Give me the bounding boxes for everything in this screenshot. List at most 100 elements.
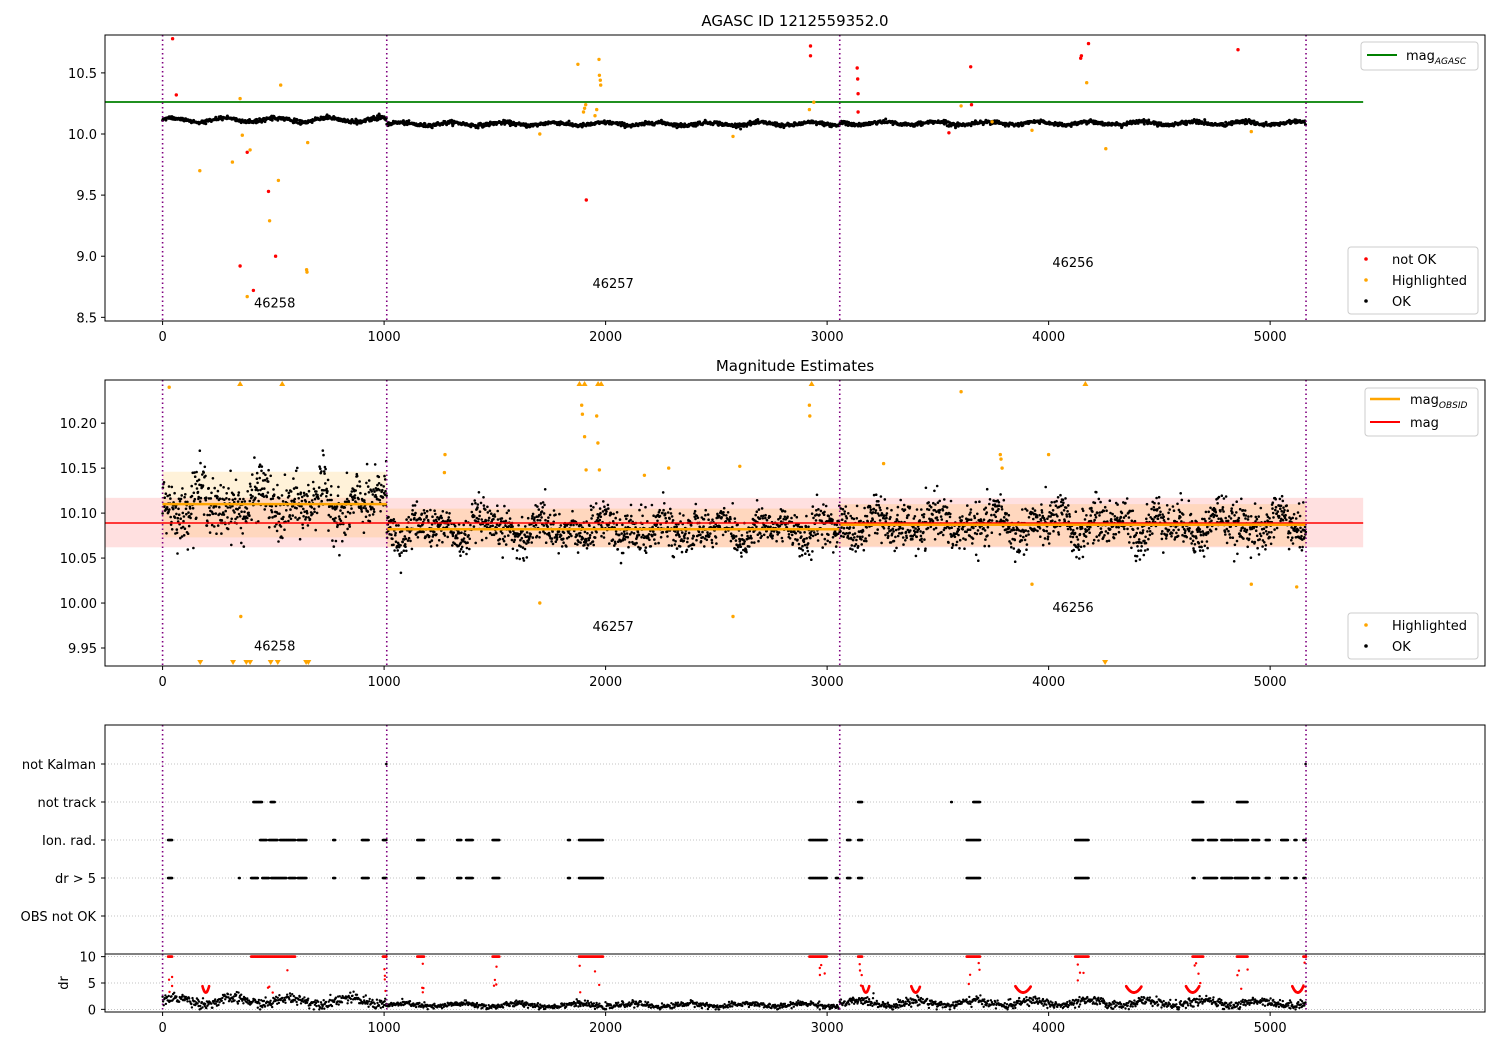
ok-point [973, 516, 977, 520]
ok-point [871, 511, 875, 514]
ok-point [1152, 518, 1155, 521]
ok-point [889, 515, 892, 519]
ok-point [268, 526, 271, 529]
ok-point [299, 511, 303, 515]
ok-point [336, 523, 340, 527]
ok-point [430, 539, 434, 542]
ok-point [722, 511, 725, 514]
ok-point [285, 489, 288, 492]
ok-point [892, 539, 896, 543]
highlighted-point [245, 294, 249, 299]
ok-point [296, 466, 299, 470]
ok-point [819, 509, 823, 513]
ok-point [861, 535, 864, 538]
ok-point [278, 512, 281, 515]
ok-point [543, 531, 547, 535]
ok-point [293, 500, 296, 504]
ok-point [310, 499, 314, 502]
ok-point [721, 533, 725, 537]
ok-point [748, 545, 751, 548]
ok-point [411, 504, 415, 507]
ok-point [738, 543, 742, 546]
ok-point [1007, 513, 1011, 517]
ok-point [256, 481, 259, 485]
ok-point [202, 513, 206, 516]
ok-point [875, 503, 878, 507]
ok-point [732, 536, 736, 539]
ok-point [311, 480, 315, 484]
ok-point [534, 523, 538, 527]
ok-point [275, 529, 279, 533]
ok-point [296, 518, 299, 521]
ok-point [408, 530, 412, 534]
ok-point [317, 486, 321, 489]
ok-point [477, 517, 480, 521]
ok-point [927, 501, 930, 504]
ok-point [818, 513, 821, 517]
ok-point [735, 543, 738, 546]
ok-point [1159, 510, 1162, 514]
ok-point [658, 508, 661, 512]
ok-point [341, 511, 344, 515]
ok-point [289, 508, 292, 511]
ok-point [453, 542, 457, 545]
ok-point [587, 538, 591, 542]
ok-point [1130, 519, 1134, 523]
ok-point [605, 510, 608, 513]
highlighted-point [959, 104, 963, 108]
ok-point [1089, 514, 1092, 517]
ok-point [842, 535, 845, 538]
ok-point [304, 500, 308, 503]
ok-point [856, 544, 860, 548]
ok-point [755, 499, 759, 502]
ok-point [810, 558, 813, 561]
ok-point [1103, 505, 1107, 509]
ok-point [272, 493, 276, 497]
ok-point [345, 471, 349, 475]
ok-point [559, 524, 563, 527]
ok-point [757, 508, 761, 511]
ok-point [318, 465, 321, 468]
ok-point [570, 534, 573, 538]
ok-point [715, 542, 718, 545]
ok-point [655, 523, 659, 526]
ok-point [1147, 537, 1150, 541]
ok-point [613, 544, 616, 547]
ok-point [997, 501, 1001, 504]
highlighted-point [812, 100, 816, 104]
ok-point [847, 512, 850, 515]
ok-point [988, 502, 991, 506]
ok-point [801, 549, 805, 552]
ok-point [533, 516, 536, 519]
ok-point [894, 528, 898, 532]
ok-point [607, 507, 610, 510]
ok-point [496, 509, 500, 513]
ok-point [547, 516, 550, 519]
ok-point [477, 491, 481, 494]
ok-point [1039, 535, 1042, 538]
ok-point [585, 539, 588, 543]
ok-point [878, 519, 882, 522]
ok-point [805, 537, 808, 540]
ok-point [663, 502, 666, 505]
ok-point [170, 485, 174, 489]
ok-point [1046, 537, 1050, 541]
ok-point [899, 526, 902, 530]
ok-point [195, 516, 198, 520]
ok-point [383, 478, 387, 481]
ok-point [310, 121, 314, 124]
ok-point [218, 505, 221, 509]
ok-point [894, 535, 897, 539]
ok-point [1142, 553, 1146, 557]
ok-point [848, 531, 851, 535]
ok-point [1024, 534, 1028, 537]
ok-point [334, 539, 338, 543]
ok-point [470, 510, 474, 514]
ok-point [332, 545, 336, 548]
ok-point [604, 512, 608, 515]
ok-point [612, 512, 615, 516]
ok-point [1013, 560, 1017, 563]
highlighted-point [1030, 128, 1034, 132]
ok-point [1099, 527, 1103, 530]
ok-point [968, 513, 971, 516]
